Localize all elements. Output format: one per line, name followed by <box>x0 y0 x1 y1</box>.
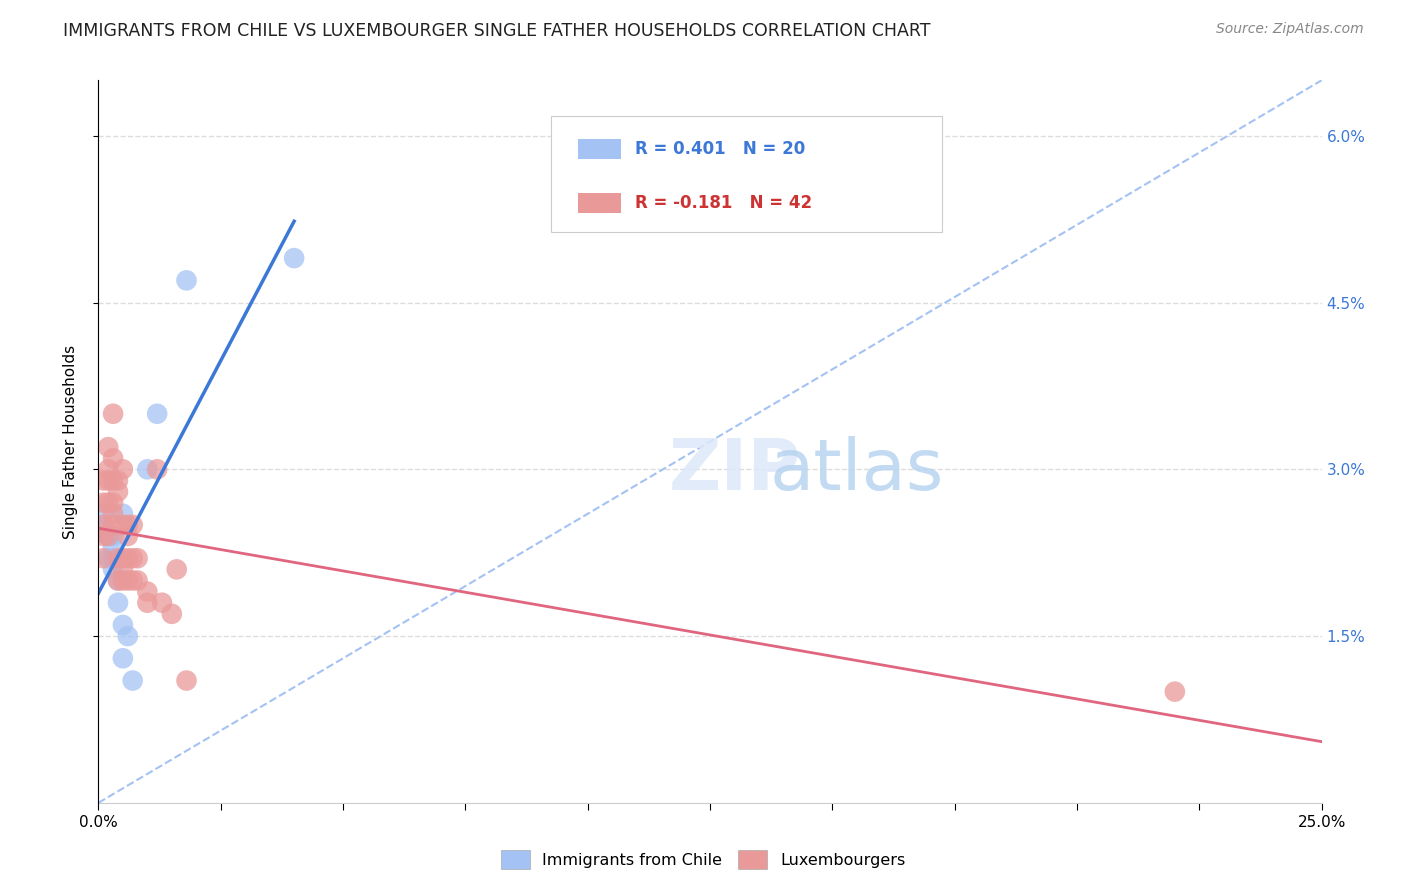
Point <box>101 529 124 543</box>
Point <box>160 607 183 621</box>
Point <box>1164 684 1187 698</box>
Point <box>166 562 188 576</box>
Point <box>101 507 124 521</box>
Point <box>97 496 120 510</box>
Point <box>121 673 143 688</box>
Point <box>107 574 129 588</box>
Point <box>91 507 114 521</box>
Point <box>91 517 114 532</box>
Point <box>91 517 114 532</box>
Point <box>136 462 159 476</box>
Point <box>97 529 120 543</box>
Point <box>97 529 120 543</box>
Point <box>111 517 134 532</box>
Point <box>111 462 134 476</box>
Point <box>121 517 143 532</box>
Point <box>101 540 124 554</box>
Y-axis label: Single Father Households: Single Father Households <box>63 344 77 539</box>
Text: atlas: atlas <box>769 436 943 505</box>
Point <box>127 574 149 588</box>
Point <box>176 273 198 287</box>
Point <box>91 551 114 566</box>
Text: IMMIGRANTS FROM CHILE VS LUXEMBOURGER SINGLE FATHER HOUSEHOLDS CORRELATION CHART: IMMIGRANTS FROM CHILE VS LUXEMBOURGER SI… <box>63 22 931 40</box>
Text: ZIP: ZIP <box>668 436 800 505</box>
Point <box>176 673 198 688</box>
FancyBboxPatch shape <box>551 116 942 232</box>
FancyBboxPatch shape <box>578 139 620 159</box>
Point <box>101 496 124 510</box>
Point <box>97 462 120 476</box>
Point <box>97 551 120 566</box>
Point <box>111 618 134 632</box>
Point <box>91 529 114 543</box>
Point <box>117 517 139 532</box>
Point <box>111 551 134 566</box>
Point <box>136 584 159 599</box>
Text: Source: ZipAtlas.com: Source: ZipAtlas.com <box>1216 22 1364 37</box>
Legend: Immigrants from Chile, Luxembourgers: Immigrants from Chile, Luxembourgers <box>495 844 911 875</box>
Point <box>91 474 114 488</box>
Point <box>91 496 114 510</box>
Point <box>146 462 169 476</box>
Point <box>101 517 124 532</box>
Point <box>117 574 139 588</box>
Point <box>117 629 139 643</box>
Point <box>97 474 120 488</box>
Point <box>150 596 173 610</box>
Point <box>121 574 143 588</box>
Point <box>117 529 139 543</box>
Point <box>107 484 129 499</box>
Point <box>101 407 124 421</box>
Point <box>101 474 124 488</box>
Point <box>136 596 159 610</box>
Point <box>111 562 134 576</box>
Point <box>101 562 124 576</box>
Text: R = 0.401   N = 20: R = 0.401 N = 20 <box>636 140 806 158</box>
Point <box>146 407 169 421</box>
Point <box>111 651 134 665</box>
Point <box>107 596 129 610</box>
Point <box>101 451 124 466</box>
Point <box>107 551 129 566</box>
Point <box>97 529 120 543</box>
Point <box>107 574 129 588</box>
Point <box>283 251 305 265</box>
Point <box>111 574 134 588</box>
FancyBboxPatch shape <box>578 193 620 213</box>
Point <box>97 440 120 454</box>
Text: R = -0.181   N = 42: R = -0.181 N = 42 <box>636 194 813 212</box>
Point <box>117 551 139 566</box>
Point <box>111 507 134 521</box>
Point <box>101 551 124 566</box>
Point <box>107 474 129 488</box>
Point <box>127 551 149 566</box>
Point <box>121 551 143 566</box>
